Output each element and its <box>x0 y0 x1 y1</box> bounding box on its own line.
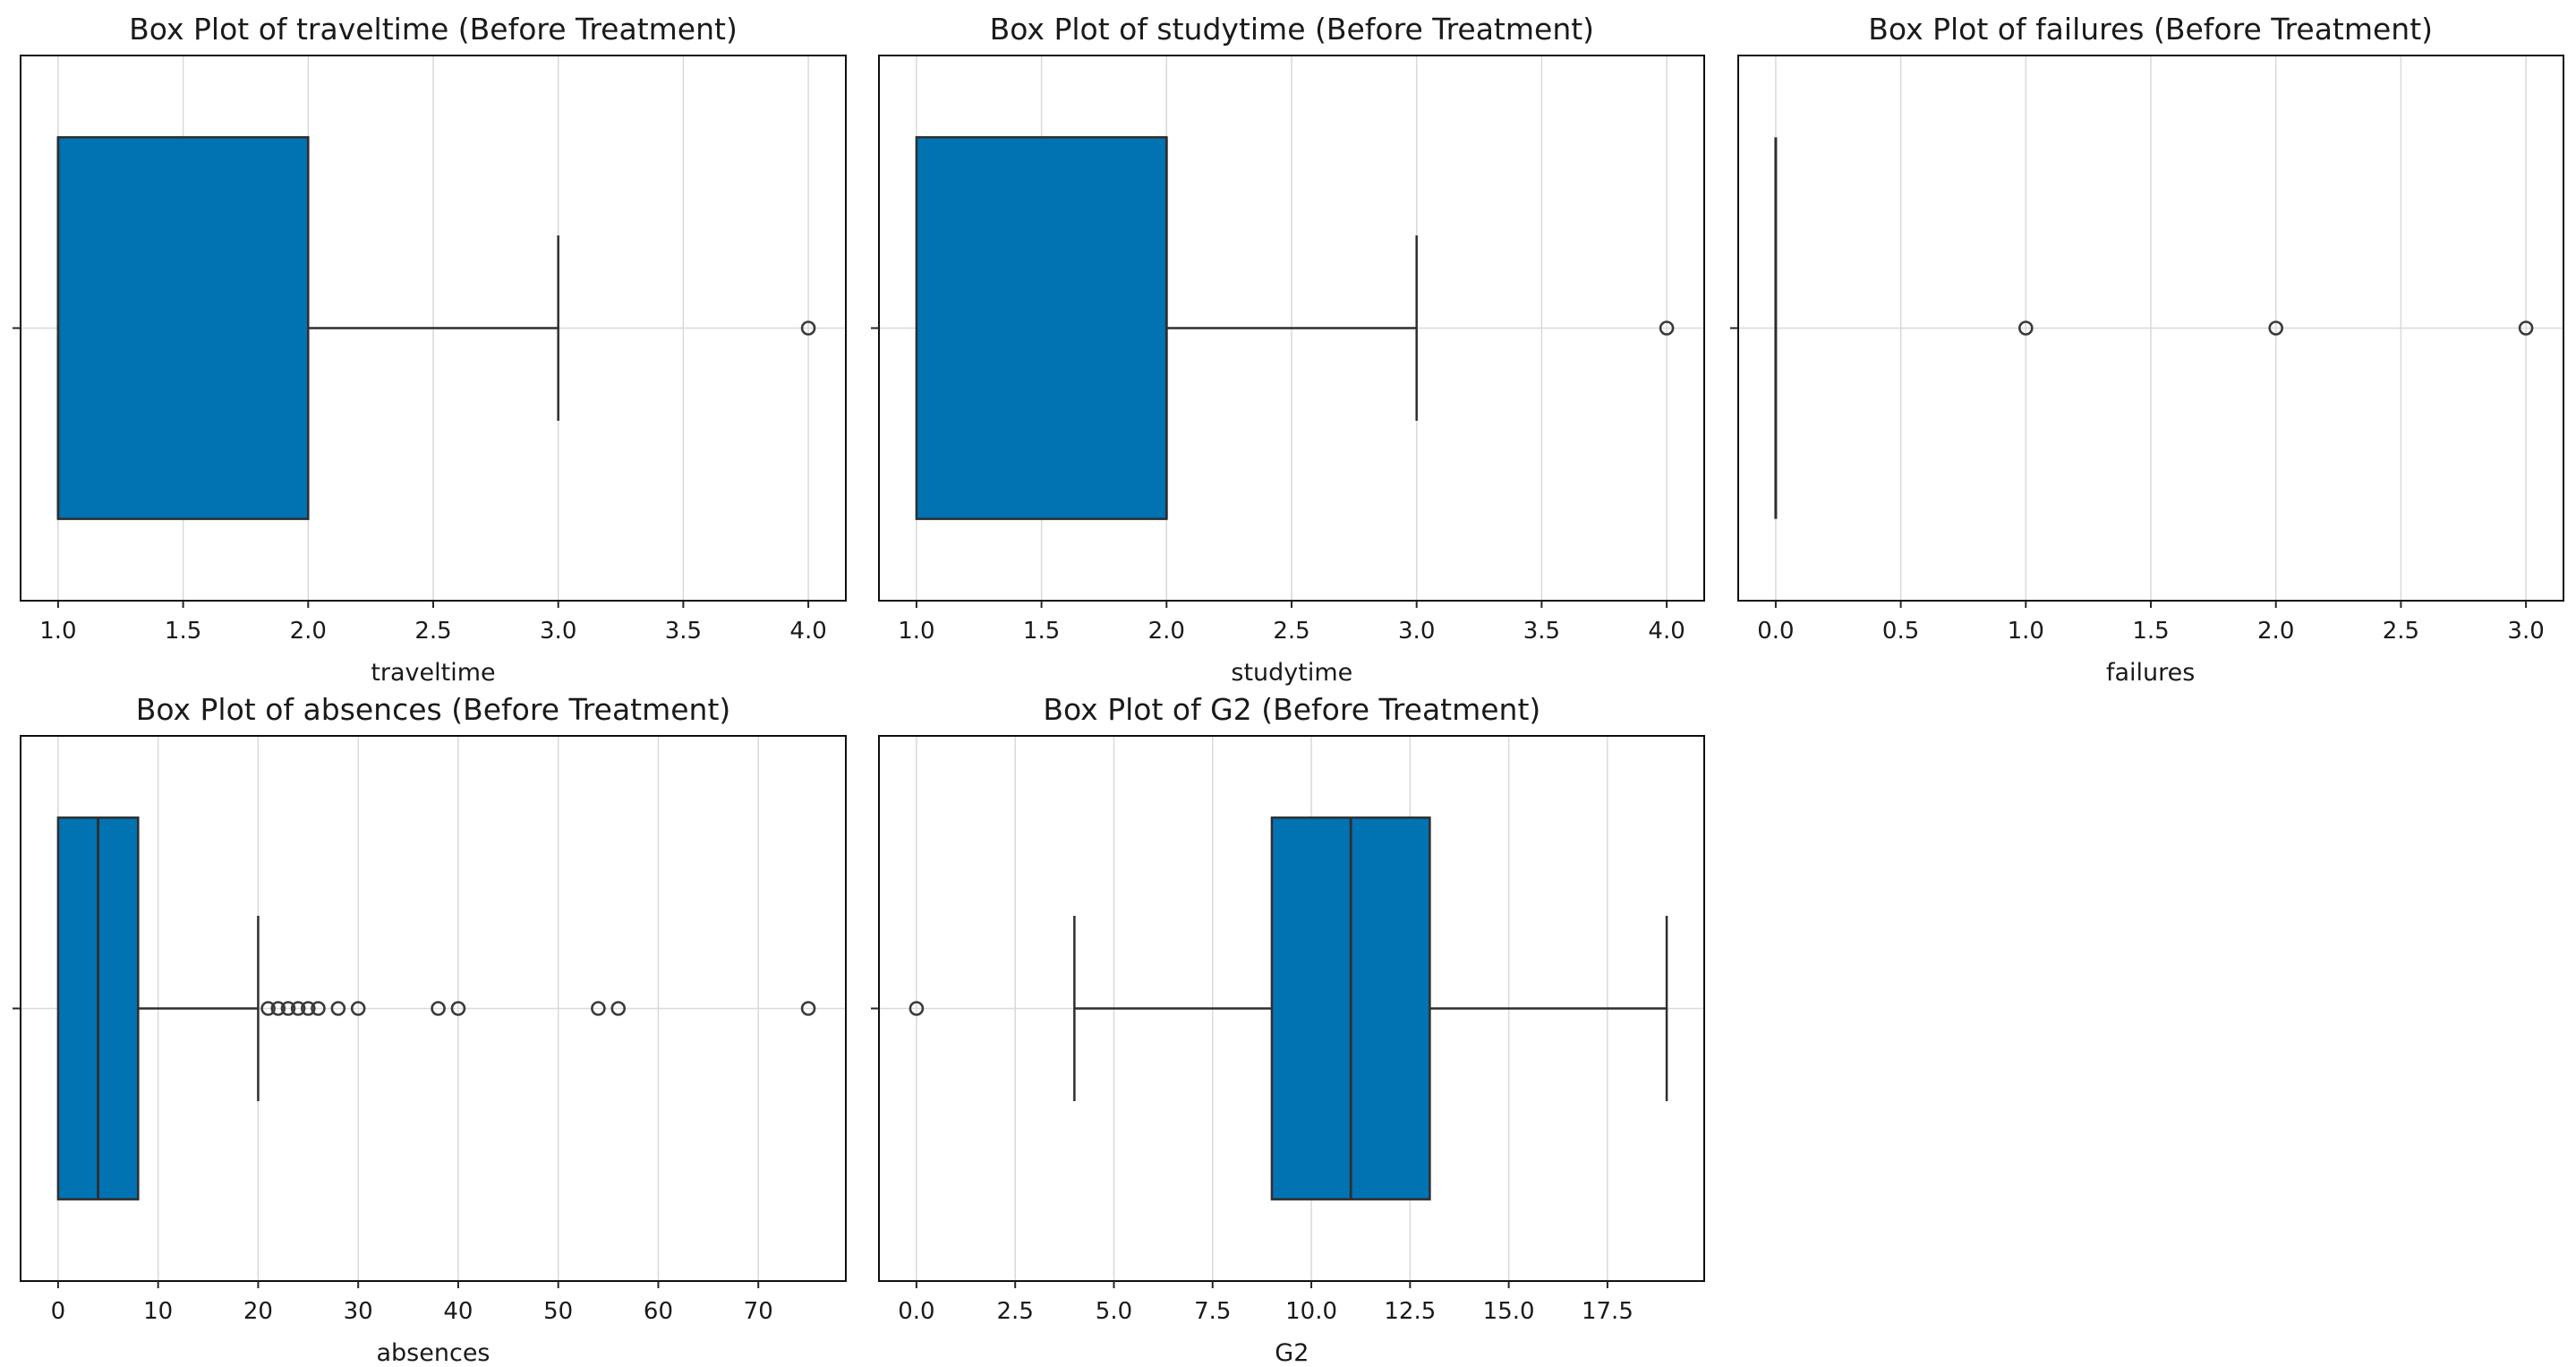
outlier-point <box>330 1001 346 1016</box>
x-tick-label: 4.0 <box>1649 618 1685 645</box>
x-tick-label: 1.5 <box>1023 618 1060 645</box>
boxplot-g2-panel: 0.0 2.5 5.0 7.5 10.0 12.5 15.0 17.5 Box Plot of… <box>858 680 1717 1367</box>
plot-canvas-failures: 0.0 0.5 1.0 1.5 2.0 2.5 3.0 <box>1729 55 2564 645</box>
x-tick-label: 0.0 <box>899 1298 935 1325</box>
plot-canvas-absences: 0 10 20 30 40 50 60 70 <box>13 735 847 1325</box>
x-axis-label-traveltime: traveltime <box>371 659 496 687</box>
x-tick-label: 10.0 <box>1285 1298 1337 1325</box>
x-tick-label: 1.5 <box>2132 618 2169 645</box>
outlier-point <box>610 1001 627 1016</box>
outlier-point <box>311 1001 326 1016</box>
outlier-point <box>591 1001 606 1016</box>
x-axis-label-failures: failures <box>2105 659 2196 687</box>
outlier-point <box>1659 320 1675 336</box>
box <box>56 136 310 520</box>
x-axis-label-studytime: studytime <box>1231 659 1353 687</box>
x-tick-label: 2.5 <box>1274 618 1310 645</box>
x-tick-label: 12.5 <box>1385 1298 1437 1325</box>
boxplot-absences-panel: 0 10 20 30 40 50 60 70 Box Plot of absences (Be… <box>0 680 858 1367</box>
x-axis-label-absences: absences <box>376 1339 490 1367</box>
plot-canvas-studytime: 1.0 1.5 2.0 2.5 3.0 3.5 4.0 <box>871 55 1706 645</box>
x-axis-label-g2: G2 <box>1275 1339 1309 1367</box>
plot-title-traveltime: Box Plot of traveltime (Before Treatment… <box>129 12 738 47</box>
x-tick-label: 17.5 <box>1582 1298 1633 1325</box>
outlier-point <box>431 1001 446 1016</box>
outlier-point <box>908 1001 925 1016</box>
outlier-point <box>450 1001 466 1016</box>
x-tick-label: 0.0 <box>1757 618 1794 645</box>
x-tick-label: 3.5 <box>665 618 702 645</box>
x-tick-label: 2.0 <box>290 618 327 645</box>
x-tick-label: 5.0 <box>1096 1298 1132 1325</box>
outlier-point <box>2268 320 2283 336</box>
x-tick-label: 3.0 <box>1398 618 1435 645</box>
outlier-point <box>800 320 816 336</box>
x-tick-label: 2.0 <box>2257 618 2294 645</box>
outlier-point <box>280 1001 296 1016</box>
empty-panel <box>1718 680 2576 1361</box>
x-tick-label: 2.0 <box>1148 618 1185 645</box>
boxplot-studytime-panel: 1.0 1.5 2.0 2.5 3.0 3.5 4.0 Box Plot of studyt… <box>858 0 1717 687</box>
boxplot-failures-panel: 0.0 0.5 1.0 1.5 2.0 2.5 3.0 Box Plot of failur… <box>1718 0 2576 687</box>
outlier-point <box>290 1001 306 1016</box>
x-tick-label: 4.0 <box>789 618 826 645</box>
x-tick-label: 1.0 <box>39 618 76 645</box>
boxplot-traveltime-panel: 1.0 1.5 2.0 2.5 3.0 3.5 4.0 Box Plot of travel… <box>0 0 858 687</box>
outlier-point <box>260 1001 276 1016</box>
plot-title-failures: Box Plot of failures (Before Treatment) <box>1868 12 2434 47</box>
outlier-point <box>301 1001 316 1016</box>
x-tick-label: 10 <box>143 1298 173 1325</box>
x-tick-label: 30 <box>344 1298 373 1325</box>
x-tick-label: 1.0 <box>899 618 935 645</box>
x-tick-label: 1.0 <box>2007 618 2043 645</box>
x-tick-label: 2.5 <box>997 1298 1034 1325</box>
x-tick-label: 7.5 <box>1194 1298 1231 1325</box>
outlier-point <box>350 1001 366 1016</box>
x-tick-label: 40 <box>443 1298 473 1325</box>
x-tick-label: 2.5 <box>414 618 451 645</box>
box <box>915 136 1168 520</box>
outlier-point <box>2518 320 2534 336</box>
plot-canvas-traveltime: 1.0 1.5 2.0 2.5 3.0 3.5 4.0 <box>13 55 847 645</box>
x-tick-label: 3.5 <box>1523 618 1560 645</box>
x-tick-label: 0.5 <box>1882 618 1919 645</box>
x-tick-label: 15.0 <box>1483 1298 1535 1325</box>
plot-title-studytime: Box Plot of studytime (Before Treatment) <box>989 12 1595 47</box>
x-tick-label: 20 <box>243 1298 273 1325</box>
plot-title-g2: Box Plot of G2 (Before Treatment) <box>1043 692 1541 727</box>
plot-title-absences: Box Plot of absences (Before Treatment) <box>135 692 731 727</box>
outlier-point <box>800 1001 816 1016</box>
outlier-point <box>270 1001 286 1016</box>
x-tick-label: 0 <box>51 1298 66 1325</box>
outlier-point <box>2017 320 2034 336</box>
x-tick-label: 60 <box>644 1298 673 1325</box>
x-tick-label: 70 <box>744 1298 773 1325</box>
x-tick-label: 3.0 <box>540 618 576 645</box>
plot-canvas-g2: 0.0 2.5 5.0 7.5 10.0 12.5 15.0 17.5 <box>871 735 1706 1325</box>
x-tick-label: 2.5 <box>2382 618 2418 645</box>
x-tick-label: 50 <box>543 1298 573 1325</box>
x-tick-label: 3.0 <box>2507 618 2544 645</box>
x-tick-label: 1.5 <box>165 618 201 645</box>
